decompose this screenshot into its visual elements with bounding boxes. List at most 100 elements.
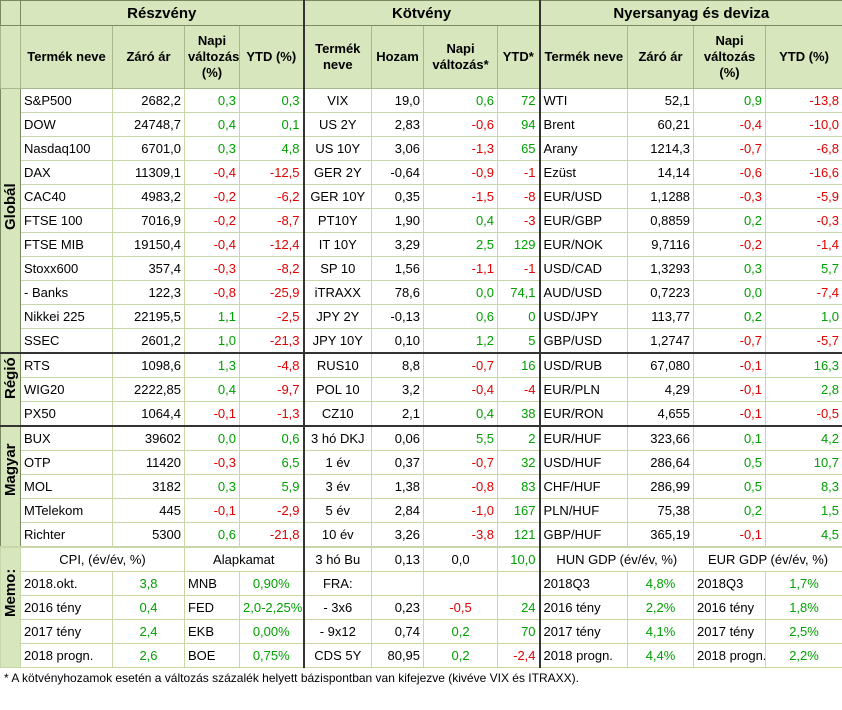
table-cell: -0,4 bbox=[423, 377, 499, 402]
table-cell: WIG20 bbox=[20, 377, 113, 402]
memo-cell: Alapkamat bbox=[183, 546, 305, 572]
table-cell: 3 év bbox=[302, 474, 373, 499]
memo-cell: 0,13 bbox=[371, 546, 425, 572]
table-cell: -0,1 bbox=[693, 377, 767, 402]
memo-cell: 2,4 bbox=[112, 619, 185, 644]
table-cell: Nikkei 225 bbox=[20, 304, 113, 329]
memo-cell: -0,5 bbox=[423, 595, 499, 620]
table-cell: 72 bbox=[497, 88, 541, 113]
table-cell: RUS10 bbox=[302, 352, 373, 378]
table-cell: POL 10 bbox=[302, 377, 373, 402]
table-cell: 2 bbox=[497, 425, 541, 451]
table-cell: -0,7 bbox=[423, 352, 499, 378]
table-cell: 0,0 bbox=[184, 425, 240, 451]
table-cell: 0,9 bbox=[693, 88, 767, 113]
table-cell: 1,90 bbox=[371, 208, 425, 233]
table-cell: EUR/GBP bbox=[538, 208, 629, 233]
table-cell: -0,3 bbox=[765, 208, 842, 233]
memo-cell bbox=[423, 571, 499, 596]
table-cell: 0,6 bbox=[423, 304, 499, 329]
table-cell: 0,4 bbox=[423, 208, 499, 233]
table-cell: 4,2 bbox=[765, 425, 842, 451]
memo-cell: BOE bbox=[184, 643, 240, 668]
table-cell: 5,9 bbox=[238, 474, 305, 499]
table-row: MOL 3182 0,3 5,9 3 év 1,38 -0,8 83 CHF/HUF 286,99… bbox=[1, 474, 842, 499]
table-cell: EUR/RON bbox=[538, 401, 629, 427]
table-cell: -0,6 bbox=[423, 112, 499, 137]
table-cell: S&P500 bbox=[20, 88, 113, 113]
table-cell: 121 bbox=[497, 522, 541, 548]
table-cell: 1,0 bbox=[184, 328, 240, 354]
memo-cell: 2017 tény bbox=[20, 619, 113, 644]
table-cell: -16,6 bbox=[765, 160, 842, 185]
table-cell: GER 2Y bbox=[302, 160, 373, 185]
memo-cell: 2,6 bbox=[112, 643, 185, 668]
table-cell: -6,8 bbox=[765, 136, 842, 161]
table-row: FTSE MIB 19150,4 -0,4 -12,4 IT 10Y 3,29 2,5 129… bbox=[1, 232, 842, 257]
table-cell: CAC40 bbox=[20, 184, 113, 209]
table-cell: 8,8 bbox=[371, 352, 425, 378]
table-cell: -0,7 bbox=[693, 328, 767, 354]
memo-cell: 0,4 bbox=[112, 595, 185, 620]
table-cell: 22195,5 bbox=[112, 304, 185, 329]
memo-row: 2016 tény 0,4 FED 2,0-2,25% - 3x6 0,23 -0,5 24 2… bbox=[1, 595, 842, 620]
memo-cell: -2,4 bbox=[497, 643, 541, 668]
col-header: Termék neve bbox=[20, 25, 113, 89]
table-cell: -0,4 bbox=[693, 112, 767, 137]
table-cell: 16,3 bbox=[765, 352, 842, 378]
table-cell: 5300 bbox=[112, 522, 185, 548]
table-cell: 75,38 bbox=[627, 498, 695, 523]
table-cell: -21,3 bbox=[238, 328, 305, 354]
memo-cell: FED bbox=[184, 595, 240, 620]
table-cell: GBP/USD bbox=[538, 328, 629, 354]
memo-cell: 0,90% bbox=[238, 571, 305, 596]
memo-cell: 2018Q3 bbox=[693, 571, 767, 596]
table-cell: 0,4 bbox=[184, 112, 240, 137]
table-cell: 113,77 bbox=[627, 304, 695, 329]
section-label: Magyar bbox=[0, 425, 21, 548]
table-cell: 0,6 bbox=[423, 88, 499, 113]
table-cell: 122,3 bbox=[112, 280, 185, 305]
table-cell: 10 év bbox=[302, 522, 373, 548]
table-cell: -12,4 bbox=[238, 232, 305, 257]
table-cell: -1,3 bbox=[238, 401, 305, 427]
table-cell: -6,2 bbox=[238, 184, 305, 209]
table-cell: 6,5 bbox=[238, 450, 305, 475]
table-cell: 323,66 bbox=[627, 425, 695, 451]
table-cell: -3,8 bbox=[423, 522, 499, 548]
table-cell: 9,7116 bbox=[627, 232, 695, 257]
table-cell: -8 bbox=[497, 184, 541, 209]
table-cell: 0,0 bbox=[693, 280, 767, 305]
table-cell: 0,3 bbox=[184, 136, 240, 161]
memo-row: 2018.okt. 3,8 MNB 0,90% FRA: 2018Q3 4,8% 2018Q3… bbox=[1, 571, 842, 596]
table-cell: 6701,0 bbox=[112, 136, 185, 161]
table-cell: EUR/USD bbox=[538, 184, 629, 209]
table-cell: 1,5 bbox=[765, 498, 842, 523]
table-cell: -2,9 bbox=[238, 498, 305, 523]
memo-cell: 70 bbox=[497, 619, 541, 644]
table-cell: CZ10 bbox=[302, 401, 373, 427]
table-cell: -5,7 bbox=[765, 328, 842, 354]
table-cell: FTSE 100 bbox=[20, 208, 113, 233]
table-cell: 4,29 bbox=[627, 377, 695, 402]
col-header: YTD* bbox=[497, 25, 541, 89]
table-cell: -0,8 bbox=[423, 474, 499, 499]
table-row: FTSE 100 7016,9 -0,2 -8,7 PT10Y 1,90 0,4 -3 EUR/… bbox=[1, 208, 842, 233]
table-cell: Stoxx600 bbox=[20, 256, 113, 281]
table-cell: 3,06 bbox=[371, 136, 425, 161]
table-cell: -0,7 bbox=[693, 136, 767, 161]
table-cell: 2,83 bbox=[371, 112, 425, 137]
table-cell: 0,2 bbox=[693, 208, 767, 233]
memo-cell: 2017 tény bbox=[693, 619, 767, 644]
table-cell: -0,4 bbox=[184, 160, 240, 185]
table-cell: US 10Y bbox=[302, 136, 373, 161]
table-cell: EUR/PLN bbox=[538, 377, 629, 402]
table-cell: 0,7223 bbox=[627, 280, 695, 305]
table-cell: 1,1288 bbox=[627, 184, 695, 209]
footnote: * A kötvényhozamok esetén a változás szá… bbox=[4, 671, 579, 685]
memo-cell: 0,00% bbox=[238, 619, 305, 644]
table-cell: 8,3 bbox=[765, 474, 842, 499]
table-cell: 2682,2 bbox=[112, 88, 185, 113]
memo-cell: 1,8% bbox=[765, 595, 842, 620]
table-row: Nikkei 225 22195,5 1,1 -2,5 JPY 2Y -0,13 0,6 0 U… bbox=[1, 304, 842, 329]
